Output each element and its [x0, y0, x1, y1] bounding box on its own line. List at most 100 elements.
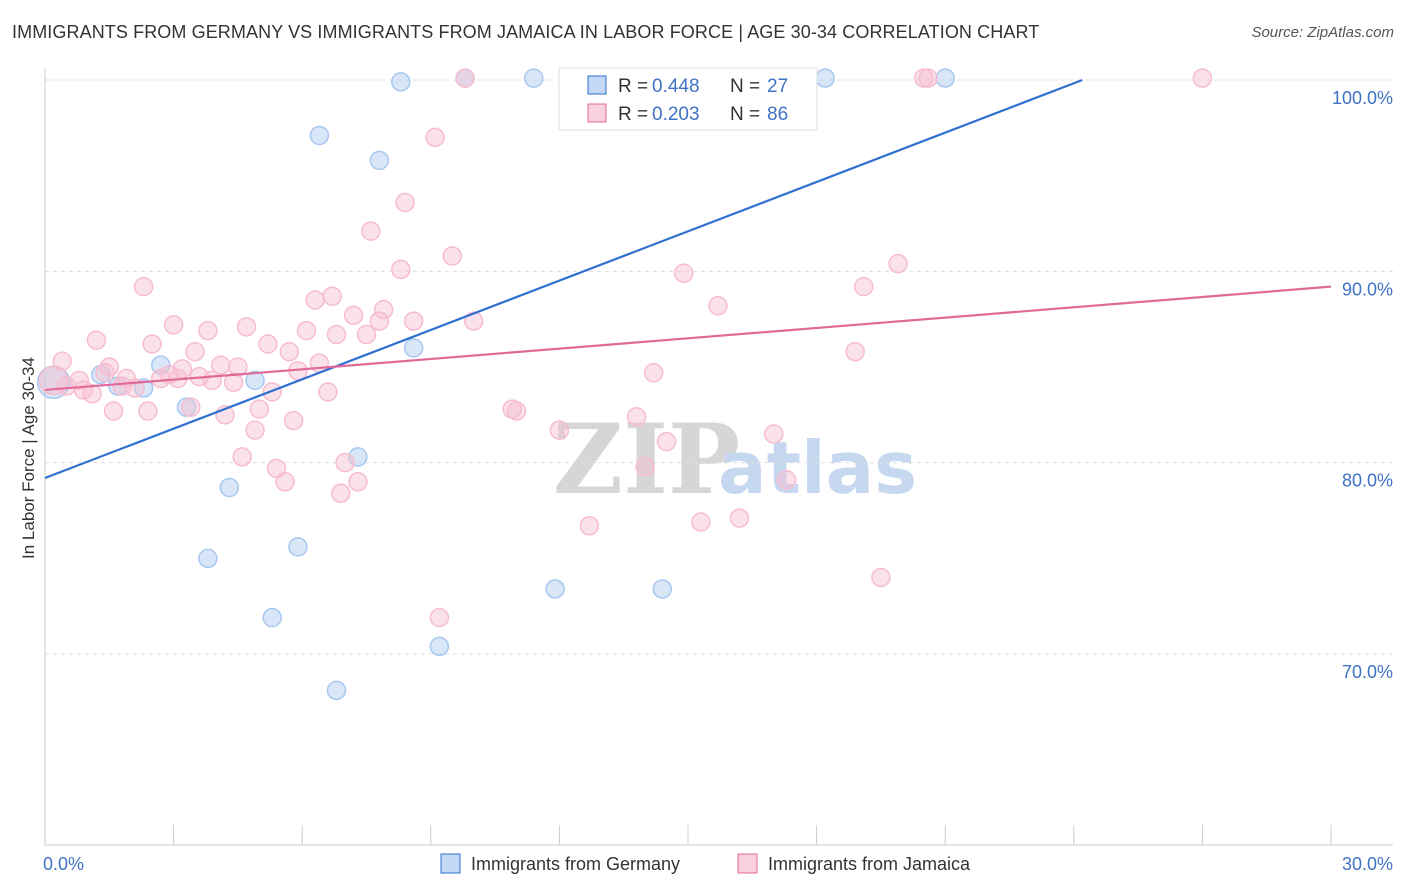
point-jamaica-66	[579, 516, 600, 536]
point-germany-15	[391, 72, 411, 92]
point-jamaica-71	[673, 263, 694, 283]
point-jamaica-51	[356, 324, 377, 345]
point-jamaica-79	[871, 567, 891, 588]
x-tick-label-min: 0.0%	[43, 854, 84, 874]
point-jamaica-32	[245, 420, 265, 440]
point-jamaica-59	[429, 607, 450, 628]
point-germany-9	[262, 607, 282, 628]
point-jamaica-76	[776, 470, 797, 490]
legend-swatch-jamaica	[587, 103, 607, 123]
point-jamaica-50	[348, 472, 368, 492]
point-jamaica-18	[163, 315, 184, 335]
point-germany-24	[815, 68, 835, 88]
point-jamaica-81	[914, 68, 934, 88]
point-jamaica-60	[442, 246, 462, 266]
point-jamaica-21	[180, 397, 201, 417]
point-germany-20	[545, 579, 565, 599]
point-jamaica-56	[395, 192, 415, 213]
point-jamaica-67	[626, 406, 647, 427]
axes	[44, 68, 1393, 846]
point-jamaica-24	[198, 320, 218, 341]
bottom-legend-swatch-jamaica	[737, 853, 758, 874]
watermark-zip: ZIP	[553, 403, 740, 516]
point-jamaica-68	[635, 456, 655, 477]
point-jamaica-26	[211, 355, 231, 375]
legend-r-value-jamaica: 0.203	[652, 104, 700, 125]
point-jamaica-57	[403, 311, 424, 331]
point-jamaica-15	[142, 334, 162, 354]
point-jamaica-78	[854, 276, 874, 297]
point-jamaica-53	[369, 311, 390, 331]
bottom-legend-label-germany: Immigrants from Germany	[471, 854, 680, 874]
point-jamaica-49	[343, 305, 364, 326]
point-jamaica-31	[236, 317, 257, 337]
point-jamaica-54	[373, 299, 394, 320]
legend-n-value-jamaica: 86	[767, 104, 788, 125]
point-jamaica-62	[463, 311, 484, 331]
legend-r-value-germany: 0.448	[652, 76, 700, 97]
point-jamaica-42	[305, 290, 325, 310]
data-points	[36, 68, 1213, 701]
legend-top: R = 0.448 N = 27 R = 0.203 N = 86	[558, 67, 818, 131]
point-jamaica-39	[283, 410, 304, 431]
point-jamaica-37	[275, 472, 295, 492]
point-jamaica-3	[69, 370, 90, 391]
y-tick-label-70: 70.0%	[1342, 662, 1393, 682]
bottom-legend-label-jamaica: Immigrants from Jamaica	[768, 854, 971, 874]
point-jamaica-1	[52, 351, 72, 372]
point-jamaica-41	[296, 320, 317, 341]
point-jamaica-80	[888, 253, 908, 274]
watermark-atlas: atlas	[718, 426, 917, 510]
point-jamaica-20	[172, 359, 192, 379]
point-jamaica-69	[643, 362, 664, 383]
point-jamaica-38	[279, 341, 300, 362]
trend-lines	[44, 78, 1332, 480]
x-tick-label-max: 30.0%	[1342, 854, 1393, 874]
point-germany-11	[309, 125, 330, 146]
point-germany-8	[245, 370, 265, 391]
point-germany-6	[198, 548, 218, 569]
legend-n-value-germany: 27	[767, 76, 788, 97]
point-jamaica-9	[103, 401, 124, 421]
legend-r-label-germany: R =	[618, 76, 648, 97]
point-jamaica-33	[249, 399, 270, 419]
point-jamaica-55	[391, 259, 411, 280]
legend-n-label-germany: N =	[730, 76, 760, 97]
point-jamaica-8	[99, 357, 120, 377]
trend-line-jamaica	[44, 285, 1332, 392]
point-germany-12	[326, 680, 347, 701]
point-jamaica-58	[425, 127, 445, 148]
bottom-legend-swatch-germany	[440, 853, 461, 874]
point-jamaica-48	[335, 452, 355, 473]
point-jamaica-74	[729, 508, 750, 528]
point-germany-16	[403, 338, 424, 358]
y-tick-label-90: 90.0%	[1342, 279, 1393, 299]
point-jamaica-83	[1192, 68, 1213, 88]
point-jamaica-0	[38, 365, 69, 396]
chart-source: Source: ZipAtlas.com	[1251, 24, 1394, 41]
legend-swatch-germany	[587, 75, 607, 95]
point-jamaica-5	[82, 384, 102, 404]
point-jamaica-14	[138, 401, 158, 421]
legend-n-label-jamaica: N =	[730, 104, 760, 125]
point-germany-10	[288, 537, 308, 557]
point-jamaica-30	[232, 447, 252, 467]
point-germany-19	[523, 68, 544, 88]
point-germany-21	[652, 579, 673, 599]
point-jamaica-22	[185, 341, 205, 362]
point-jamaica-82	[918, 68, 938, 88]
point-jamaica-64	[506, 401, 527, 421]
point-jamaica-29	[228, 357, 248, 377]
point-jamaica-47	[331, 483, 351, 504]
point-jamaica-70	[656, 431, 677, 452]
point-germany-7	[219, 477, 240, 498]
point-jamaica-6	[86, 330, 107, 350]
point-jamaica-65	[549, 420, 570, 440]
point-germany-14	[369, 150, 390, 171]
point-jamaica-72	[691, 512, 711, 532]
y-tick-label-100: 100.0%	[1332, 88, 1393, 108]
y-axis-label: In Labor Force | Age 30-34	[19, 357, 38, 559]
point-germany-17	[429, 636, 450, 657]
point-jamaica-46	[326, 324, 347, 345]
